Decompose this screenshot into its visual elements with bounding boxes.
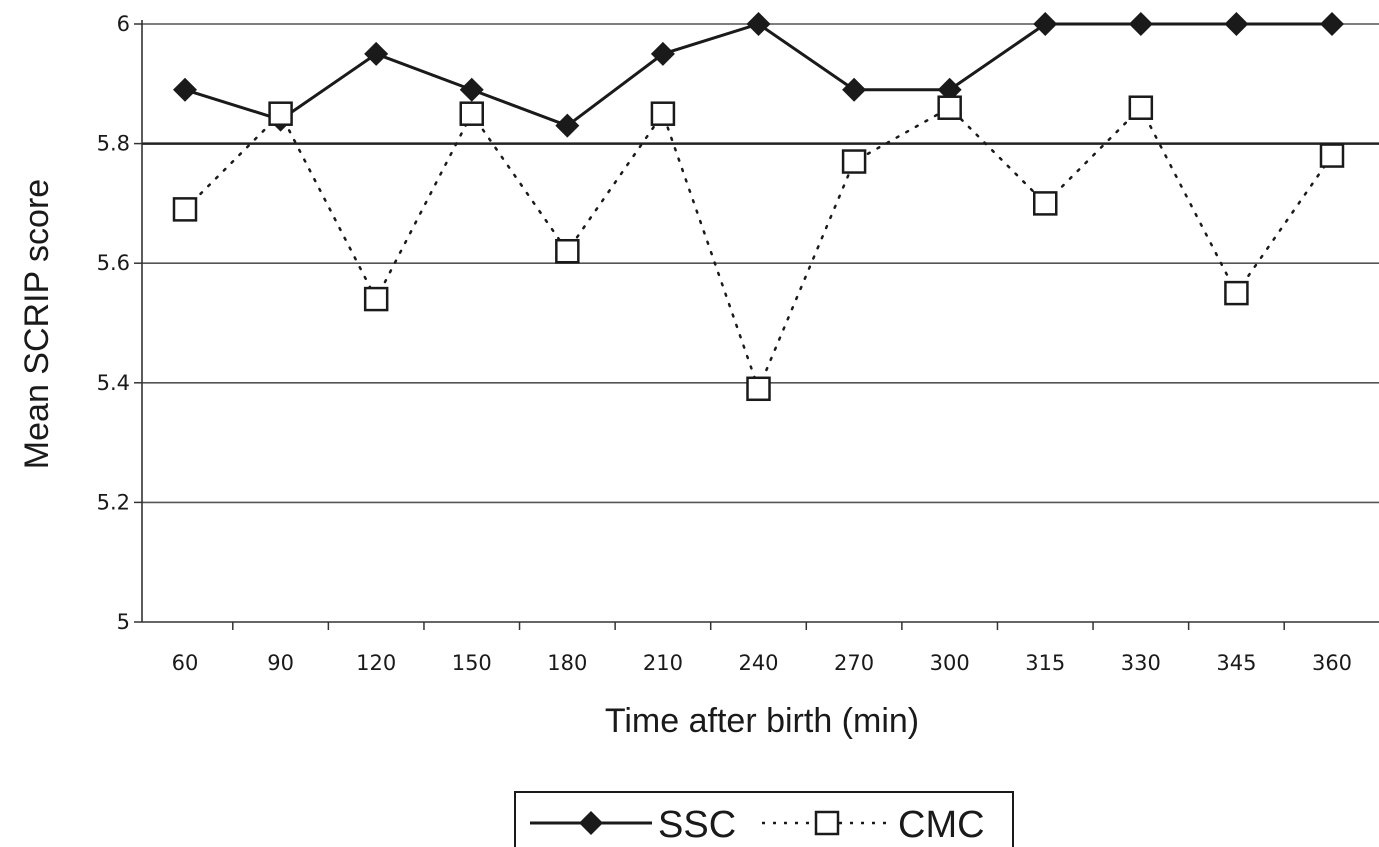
x-tick-label: 330 <box>1121 651 1161 675</box>
data-point-cmc <box>746 376 771 402</box>
data-point-ssc <box>173 77 197 102</box>
tick-labels: 5 5.2 5.4 5.6 5.8 6 60 90 120 150 180 210 240 270 300 3… <box>97 12 1352 675</box>
y-tick-label: 5 <box>117 610 130 634</box>
y-axis-title: Mean SCRIP score <box>18 179 56 469</box>
data-point-cmc <box>1319 143 1345 168</box>
data-point-cmc <box>841 149 867 174</box>
x-tick-label: 360 <box>1312 651 1352 675</box>
x-axis-title: Time after birth (min) <box>605 702 919 740</box>
x-tick-label: 60 <box>172 651 199 675</box>
y-tick-label: 5.6 <box>97 251 130 275</box>
data-point-cmc <box>937 95 962 120</box>
axes <box>134 20 1379 630</box>
data-point-cmc <box>650 101 676 126</box>
x-tick-label: 90 <box>267 651 294 675</box>
x-tick-label: 240 <box>738 651 778 675</box>
x-tick-label: 270 <box>834 651 874 675</box>
data-point-cmc <box>1033 191 1058 216</box>
data-point-ssc <box>555 113 580 138</box>
x-tick-label: 210 <box>643 651 683 675</box>
y-tick-label: 5.2 <box>97 490 130 514</box>
legend-marker-ssc <box>579 811 603 835</box>
x-tick-label: 300 <box>930 651 970 675</box>
data-point-ssc <box>1320 12 1344 36</box>
x-tick-label: 150 <box>452 651 492 675</box>
y-tick-label: 5.4 <box>97 371 130 395</box>
data-point-ssc <box>746 12 771 36</box>
series-group <box>172 12 1345 402</box>
data-point-cmc <box>363 286 389 312</box>
legend-label-cmc: CMC <box>898 804 985 846</box>
gridlines <box>142 23 1379 504</box>
data-point-ssc <box>459 77 484 102</box>
data-point-cmc <box>555 238 580 264</box>
legend-label-ssc: SSC <box>658 804 736 846</box>
legend: SSC CMC <box>514 791 1014 847</box>
data-point-ssc <box>650 41 675 66</box>
data-point-cmc <box>268 101 293 126</box>
data-point-cmc <box>459 101 484 126</box>
data-point-ssc <box>842 77 867 102</box>
data-point-cmc <box>172 197 198 222</box>
series-line-ssc <box>183 22 1334 128</box>
data-point-cmc <box>1224 280 1249 306</box>
y-tick-label: 5.8 <box>97 132 130 156</box>
x-tick-label: 315 <box>1025 651 1065 675</box>
y-tick-label: 6 <box>117 12 130 36</box>
data-point-ssc <box>1128 12 1153 36</box>
data-point-ssc <box>364 41 389 66</box>
series-line-cmc <box>183 105 1334 393</box>
x-tick-label: 120 <box>356 651 396 675</box>
x-tick-label: 345 <box>1216 651 1256 675</box>
x-tick-label: 180 <box>547 651 587 675</box>
data-point-ssc <box>1033 12 1058 36</box>
data-point-cmc <box>1128 95 1154 120</box>
data-point-ssc <box>1224 12 1249 36</box>
legend-marker-cmc <box>814 810 840 836</box>
